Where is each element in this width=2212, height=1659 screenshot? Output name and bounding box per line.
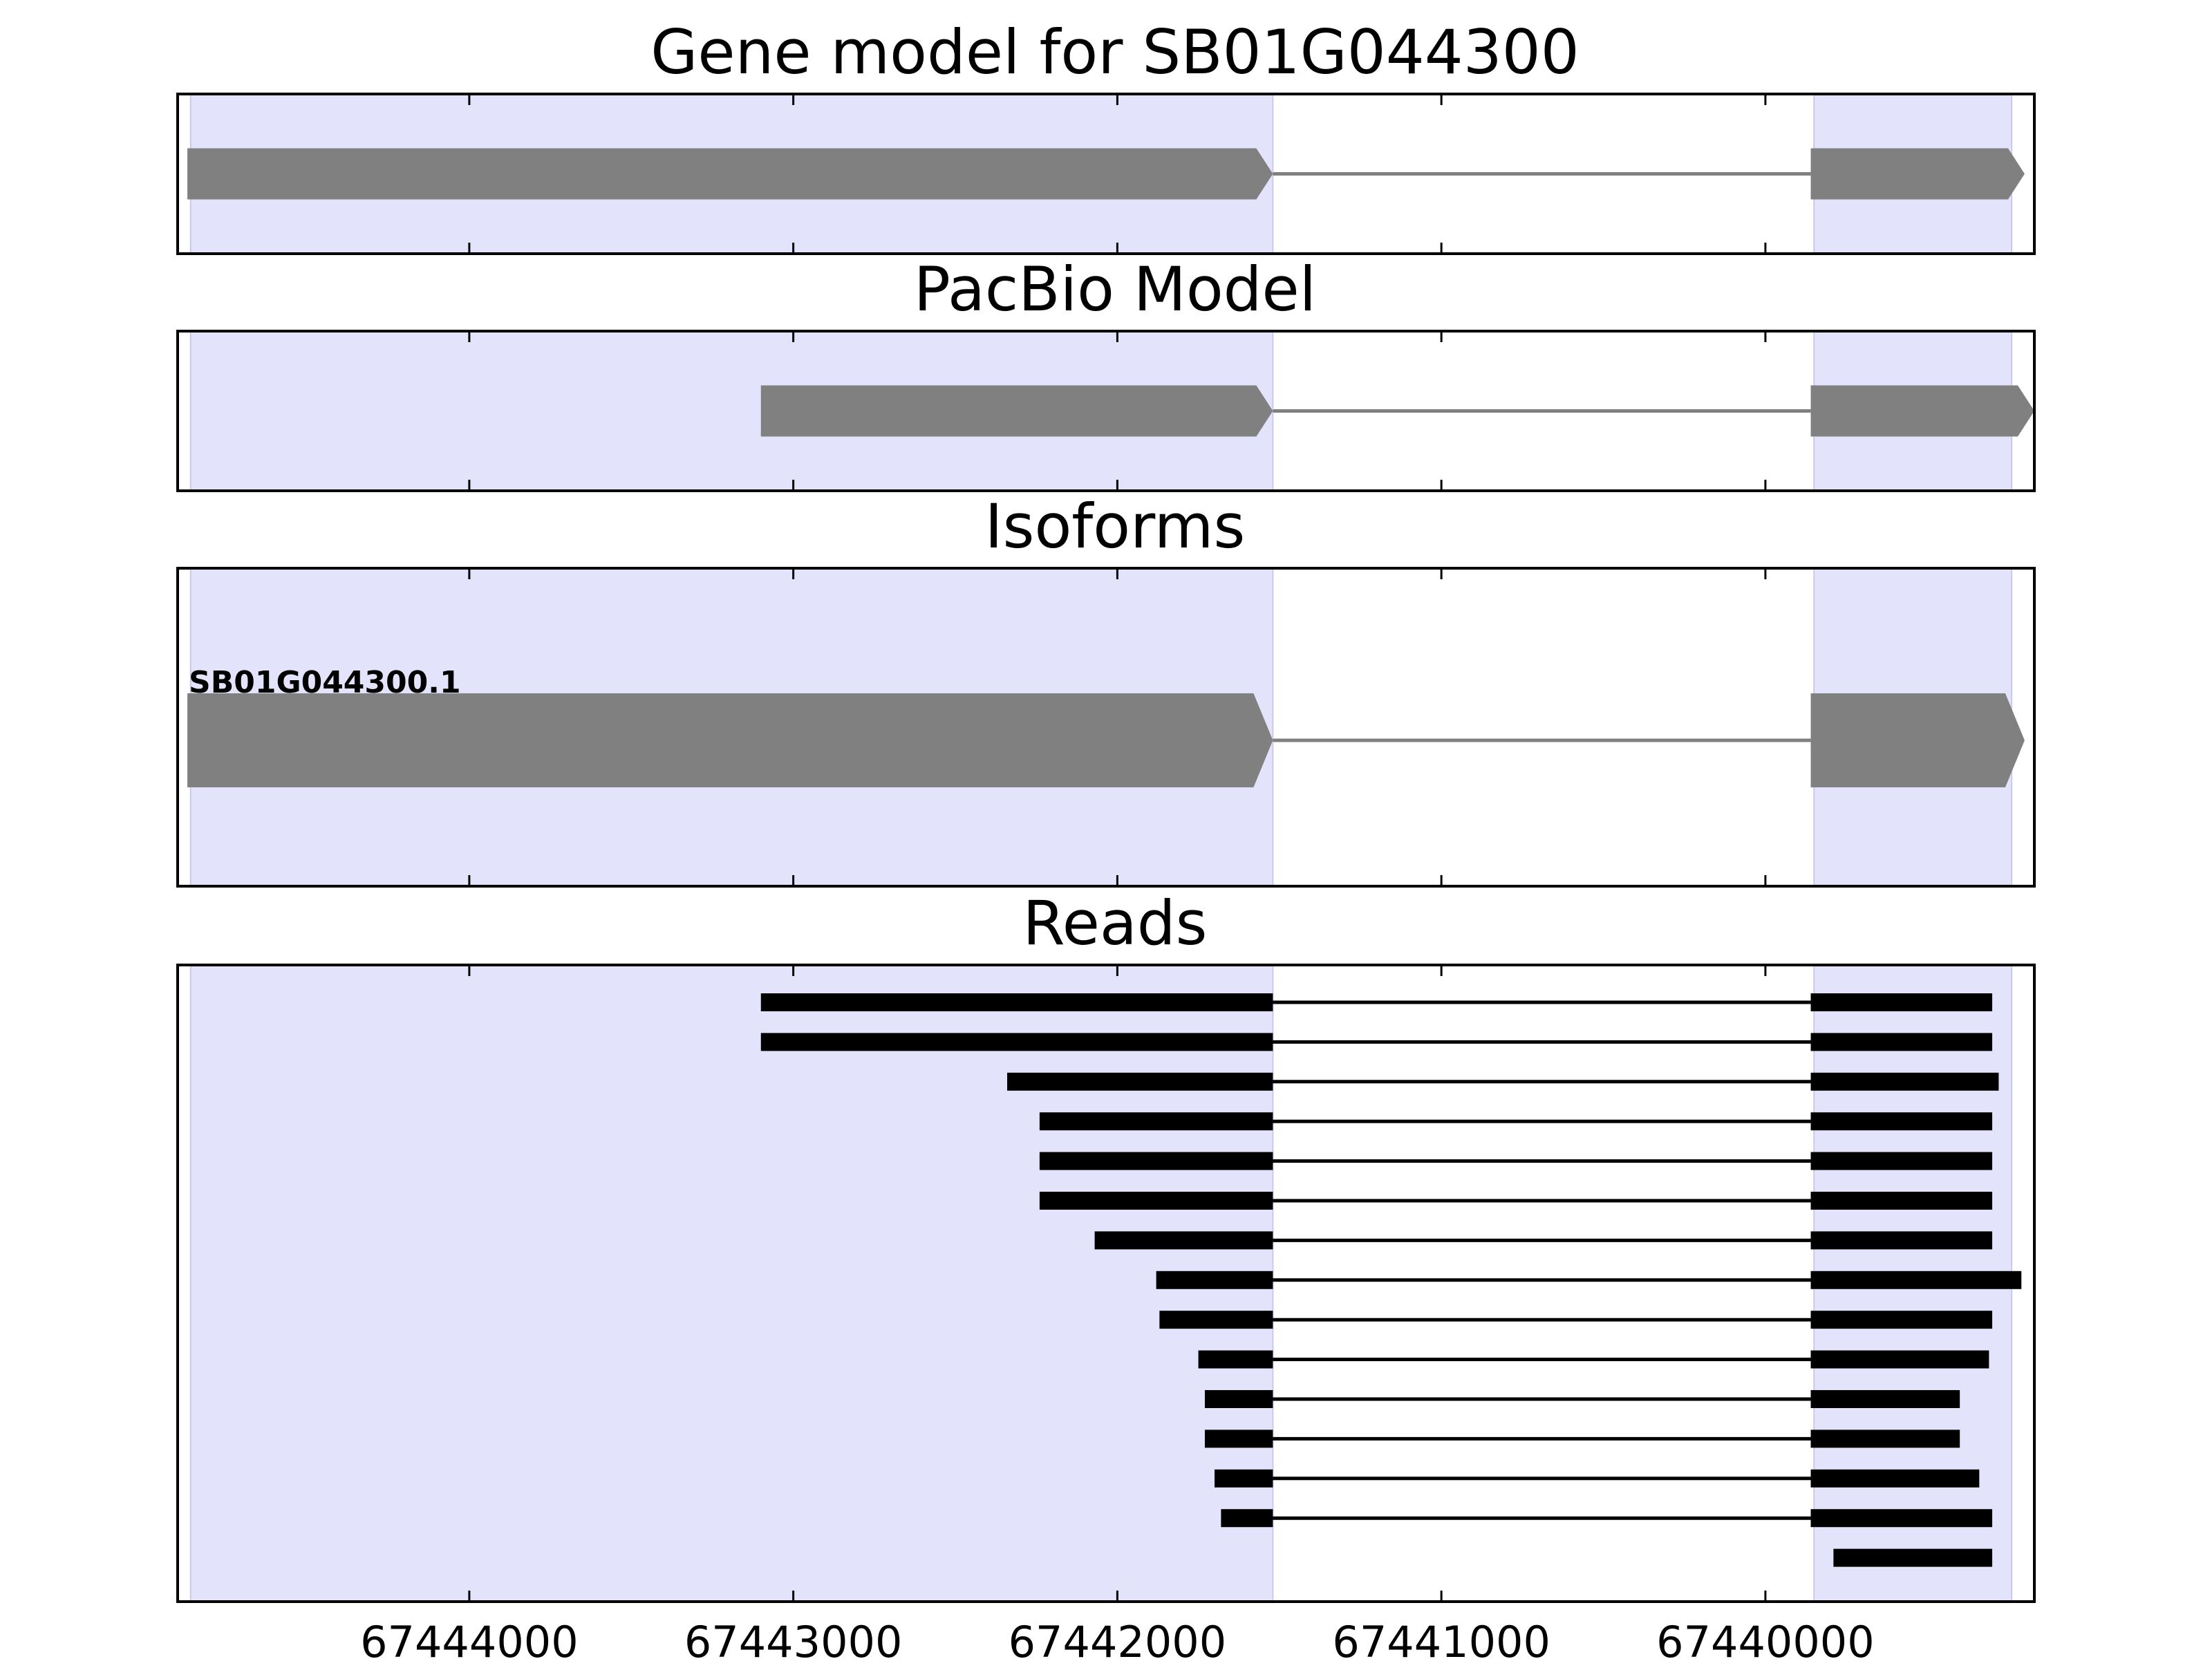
read-6-block-2 [1810, 1192, 1993, 1210]
x-tick-label-2: 67442000 [1009, 1617, 1227, 1659]
read-8-block-2 [1810, 1271, 2022, 1289]
x-tick-label-0: 67444000 [360, 1617, 579, 1659]
read-12-block-2 [1810, 1430, 1960, 1448]
read-15-block [1833, 1548, 1993, 1567]
pacbio-model-exon-3 [1810, 385, 2034, 437]
read-4-block-1 [1039, 1112, 1273, 1131]
gene-model-axes-frame [176, 93, 2036, 255]
isoforms-panel: Isoforms SB01G044300.1 [176, 491, 2036, 888]
read-14-block-2 [1810, 1509, 1993, 1528]
read-5-block-2 [1810, 1152, 1993, 1170]
read-6-block-1 [1039, 1192, 1273, 1210]
isoforms-axes-frame [176, 567, 2036, 888]
pacbio-model-panel: PacBio Model [176, 254, 2036, 492]
read-5-block-1 [1039, 1152, 1273, 1170]
isoforms-title: Isoforms [985, 491, 1246, 562]
pacbio-model-axes-frame [176, 330, 2036, 492]
read-13-block-1 [1215, 1469, 1273, 1488]
read-12-block-1 [1204, 1430, 1273, 1448]
pacbio-model-exon-1 [760, 385, 1273, 437]
read-10-block-2 [1810, 1350, 1989, 1369]
isoform-label: SB01G044300.1 [189, 665, 461, 700]
read-3-block-2 [1810, 1072, 1999, 1091]
read-13-block-2 [1810, 1469, 1980, 1488]
read-9-block-1 [1159, 1311, 1273, 1329]
read-14-block-1 [1221, 1509, 1273, 1528]
pacbio-model-title: PacBio Model [914, 254, 1316, 325]
reads-panel: Reads [176, 888, 2036, 1603]
gene-model-panel: Gene model for SB01G044300 [176, 17, 2036, 255]
read-4-block-2 [1810, 1112, 1993, 1131]
gene-model-title: Gene model for SB01G044300 [650, 17, 1580, 88]
read-1-block-1 [760, 993, 1273, 1011]
isoforms-exon-3 [1810, 693, 2025, 787]
read-7-block-1 [1094, 1231, 1273, 1250]
x-tick-label-1: 67443000 [684, 1617, 903, 1659]
read-9-block-2 [1810, 1311, 1993, 1329]
read-8-block-1 [1156, 1271, 1273, 1289]
read-3-block-1 [1007, 1072, 1273, 1091]
read-2-block-2 [1810, 1033, 1993, 1051]
read-11-block-1 [1204, 1390, 1273, 1408]
reads-title: Reads [1023, 888, 1208, 959]
read-10-block-1 [1198, 1350, 1273, 1369]
read-7-block-2 [1810, 1231, 1993, 1250]
x-tick-label-4: 67440000 [1656, 1617, 1875, 1659]
gene-model-exon-1 [187, 148, 1273, 200]
read-1-block-2 [1810, 993, 1993, 1011]
read-2-block-1 [760, 1033, 1273, 1051]
read-11-block-2 [1810, 1390, 1960, 1408]
x-tick-label-3: 67441000 [1332, 1617, 1550, 1659]
x-axis-tick-labels: 67444000 67443000 67442000 67441000 67440000 [360, 1617, 1875, 1659]
gene-model-exon-3 [1810, 148, 2025, 200]
reads-axes-frame [176, 964, 2036, 1603]
reads-exon-highlight-1 [189, 964, 1274, 1602]
isoforms-exon-1 [187, 693, 1273, 787]
